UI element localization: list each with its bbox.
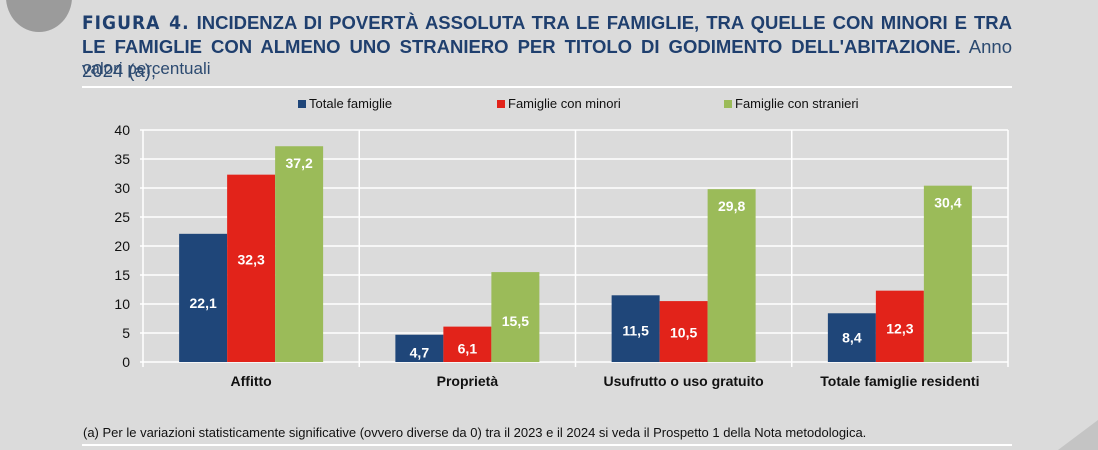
bar [923, 185, 972, 362]
chart-legend: Totale famiglie Famiglie con minori Fami… [0, 96, 1098, 114]
bar [275, 146, 324, 362]
legend-swatch [298, 99, 306, 108]
x-category-label: Totale famiglie residenti [820, 373, 979, 389]
legend-label: Totale famiglie [309, 96, 393, 111]
data-label: 12,3 [886, 320, 913, 336]
figure-title-year: Anno 2024 (a), [82, 36, 1012, 81]
decorative-corner [1058, 420, 1098, 450]
data-label: 32,3 [238, 252, 265, 268]
data-label: 6,1 [458, 340, 478, 356]
data-label: 4,7 [410, 344, 430, 360]
footnote-divider [82, 444, 1012, 446]
legend-item-stranieri: Famiglie con stranieri [724, 96, 859, 111]
bar [611, 295, 660, 362]
y-tick-label: 15 [114, 267, 130, 283]
legend-swatch [497, 99, 505, 108]
figure-title: FIGURA 4. INCIDENZA DI POVERTÀ ASSOLUTA … [82, 11, 1012, 83]
footnote: (a) Per le variazioni statisticamente si… [83, 425, 867, 440]
x-category-label: Proprietà [437, 373, 499, 389]
y-tick-label: 10 [114, 296, 130, 312]
bar [827, 313, 876, 362]
data-label: 37,2 [286, 155, 313, 171]
data-label: 8,4 [842, 330, 862, 346]
figure-title-main: INCIDENZA DI POVERTÀ ASSOLUTA TRA LE FAM… [82, 12, 1012, 57]
bar [491, 272, 540, 362]
y-tick-label: 5 [122, 325, 130, 341]
title-divider [82, 86, 1012, 88]
bar [707, 189, 756, 362]
bar [227, 174, 276, 362]
data-label: 29,8 [718, 198, 745, 214]
bar [395, 334, 444, 362]
y-tick-label: 20 [114, 238, 130, 254]
data-label: 11,5 [622, 322, 649, 338]
figure-subtitle: valori percentuali [82, 59, 211, 78]
bar [875, 290, 924, 362]
legend-label: Famiglie con minori [508, 96, 621, 111]
figure-label: FIGURA 4. [82, 12, 190, 34]
y-tick-label: 40 [114, 122, 130, 138]
legend-item-minori: Famiglie con minori [497, 96, 621, 111]
x-category-label: Affitto [231, 373, 272, 389]
y-tick-label: 30 [114, 180, 130, 196]
data-label: 10,5 [670, 325, 697, 341]
legend-swatch [724, 99, 732, 108]
y-tick-label: 35 [114, 151, 130, 167]
data-label: 22,1 [190, 295, 217, 311]
y-tick-label: 25 [114, 209, 130, 225]
data-label: 30,4 [934, 195, 961, 211]
legend-item-totale: Totale famiglie [298, 96, 392, 111]
bar [179, 233, 228, 362]
y-tick-label: 0 [122, 354, 130, 370]
bar [659, 301, 708, 362]
legend-label: Famiglie con stranieri [735, 96, 859, 111]
bar [443, 326, 492, 362]
data-label: 15,5 [502, 313, 529, 329]
x-category-label: Usufrutto o uso gratuito [604, 373, 764, 389]
